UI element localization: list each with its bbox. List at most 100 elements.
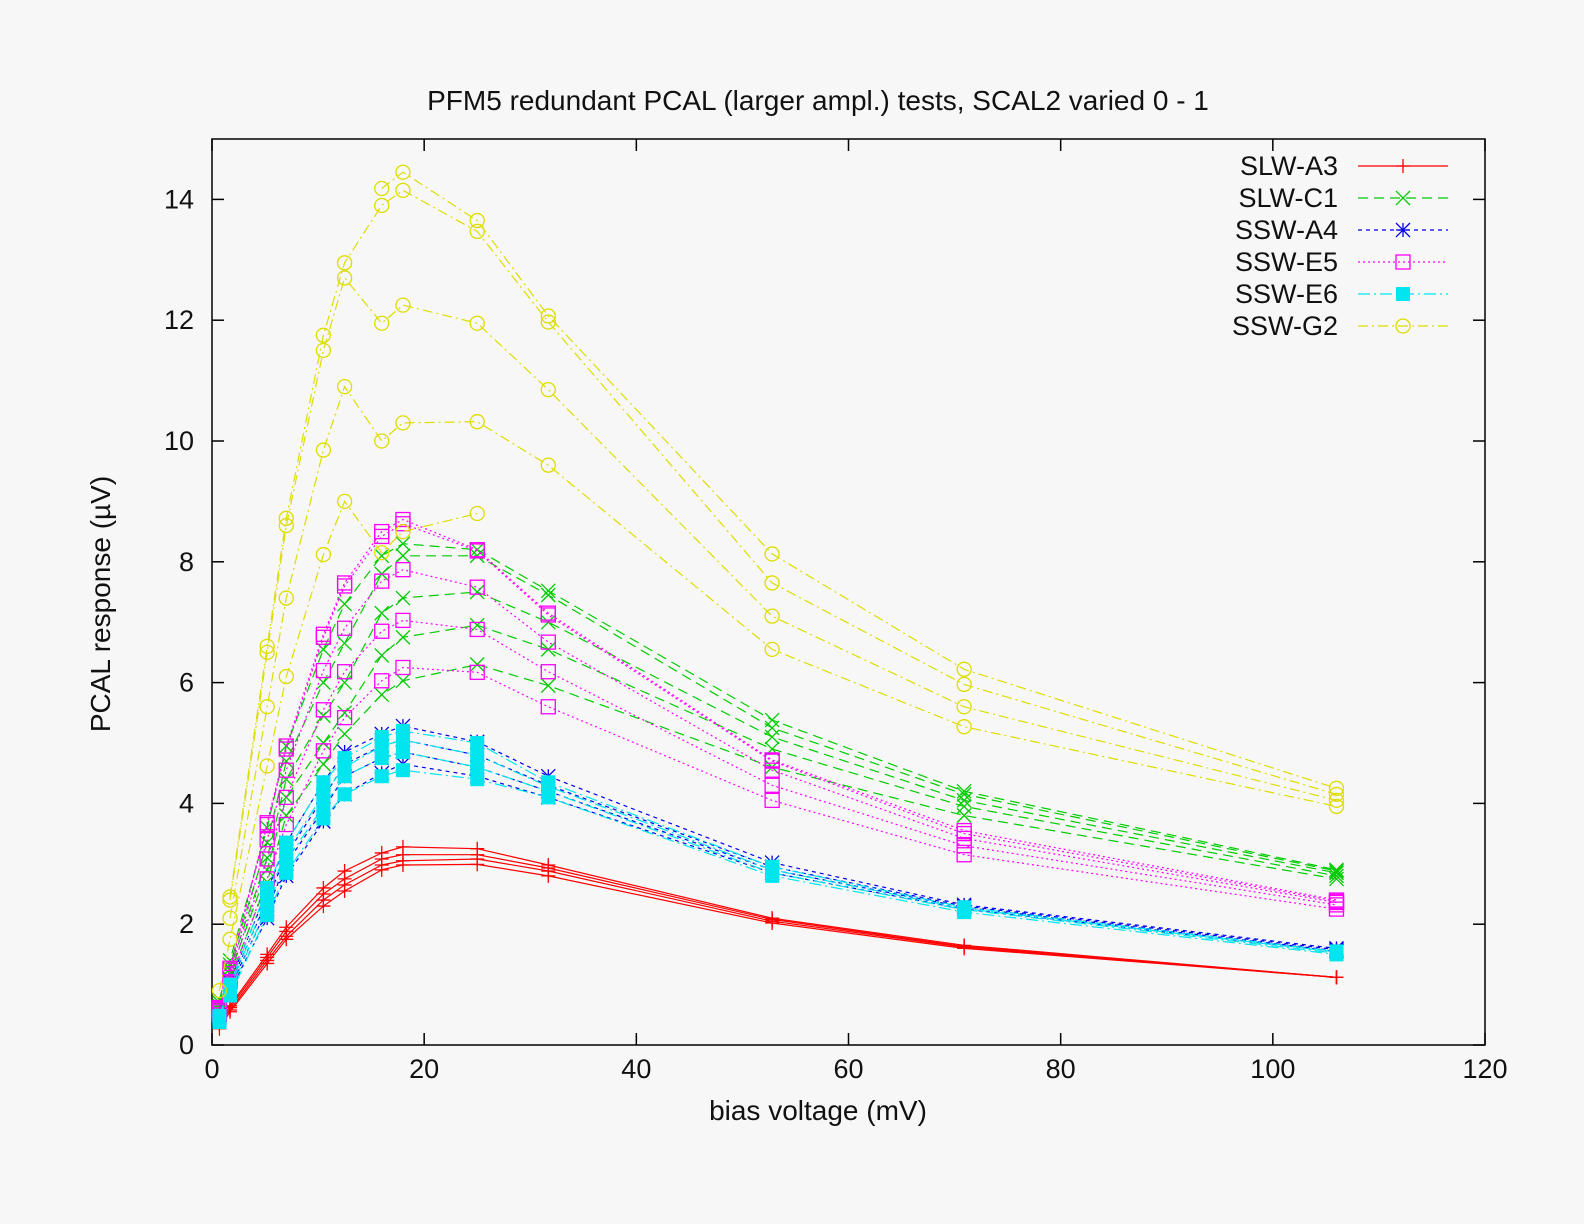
data-point [337,864,352,879]
data-point [540,382,556,398]
data-point [540,587,556,603]
data-point [764,762,780,778]
data-point [540,583,556,599]
chart-title: PFM5 redundant PCAL (larger ampl.) tests… [427,85,1209,116]
data-point [278,738,294,754]
series-slw-a3 [212,839,1344,1036]
legend-item: SSW-A4 [1235,215,1448,245]
data-point [337,596,353,612]
data-point [259,758,275,774]
data-point [956,847,972,863]
series-line [218,500,478,991]
y-tick-label: 4 [179,788,194,818]
data-point [1328,798,1345,815]
legend-item: SLW-A3 [1240,151,1448,181]
data-point [956,786,972,802]
data-point [212,1009,227,1024]
data-point [541,775,556,790]
data-point [337,675,353,691]
data-point [469,621,485,638]
data-point [260,947,275,962]
series-line [218,518,1337,1008]
y-tick-label: 6 [179,668,194,698]
data-point [1328,780,1345,796]
data-point [470,760,485,775]
legend-item: SLW-C1 [1238,183,1448,213]
data-point [315,756,331,772]
data-point [540,634,556,650]
data-point [337,726,353,742]
data-point [469,542,485,558]
data-point [337,787,352,802]
x-tick-label: 40 [621,1054,651,1084]
data-point [764,608,780,624]
data-point [374,573,390,589]
data-point [395,763,410,778]
series-ssw-e6 [212,723,1344,1030]
y-tick-label: 0 [179,1030,194,1060]
data-point [336,620,353,636]
series-line [218,666,1337,1015]
x-tick-label: 120 [1462,1054,1507,1084]
data-point [374,845,389,860]
data-point [764,792,780,809]
data-point [278,738,294,754]
data-point [336,493,353,510]
data-point [957,900,972,915]
series-line [218,569,1337,1011]
data-point [278,789,294,805]
data-point [336,255,353,271]
data-point [211,982,228,999]
data-point [764,712,780,728]
data-point [956,719,972,735]
data-point [1329,944,1344,959]
data-point [469,617,485,633]
data-point [540,314,556,330]
data-point [374,769,389,784]
data-point [374,545,390,561]
x-tick-label: 0 [204,1054,219,1084]
data-point [278,590,294,606]
data-point [1395,318,1411,334]
data-point [278,510,294,526]
legend-item: SSW-G2 [1232,311,1448,341]
data-point [395,659,411,676]
data-point [956,822,972,839]
data-point [469,584,485,600]
data-point [1395,222,1411,238]
data-point [470,736,485,750]
data-point [278,816,294,833]
data-point [764,641,780,658]
data-point [1329,868,1344,884]
data-point [278,741,294,757]
data-point [395,548,411,564]
data-point [395,297,411,313]
data-point [374,433,390,449]
y-tick-label: 2 [179,909,194,939]
data-point [315,708,331,724]
data-point [1329,865,1344,881]
data-point [764,546,780,562]
data-point [764,720,780,736]
x-tick-label: 20 [409,1054,439,1084]
data-point [956,676,972,693]
data-point [374,647,390,663]
data-point [469,548,485,564]
data-point [1329,970,1344,985]
data-point [765,911,780,926]
data-point [541,858,556,873]
data-point [469,315,485,331]
data-point [956,699,972,715]
data-point [279,920,294,935]
data-point [315,546,332,563]
data-point [395,673,411,689]
data-point [764,575,780,591]
data-point [259,644,275,661]
data-point [540,605,556,621]
data-point [259,851,275,867]
data-point [316,811,331,826]
data-point [1395,254,1411,270]
x-axis: 0 20 40 60 80 100 120 [204,139,1508,1084]
